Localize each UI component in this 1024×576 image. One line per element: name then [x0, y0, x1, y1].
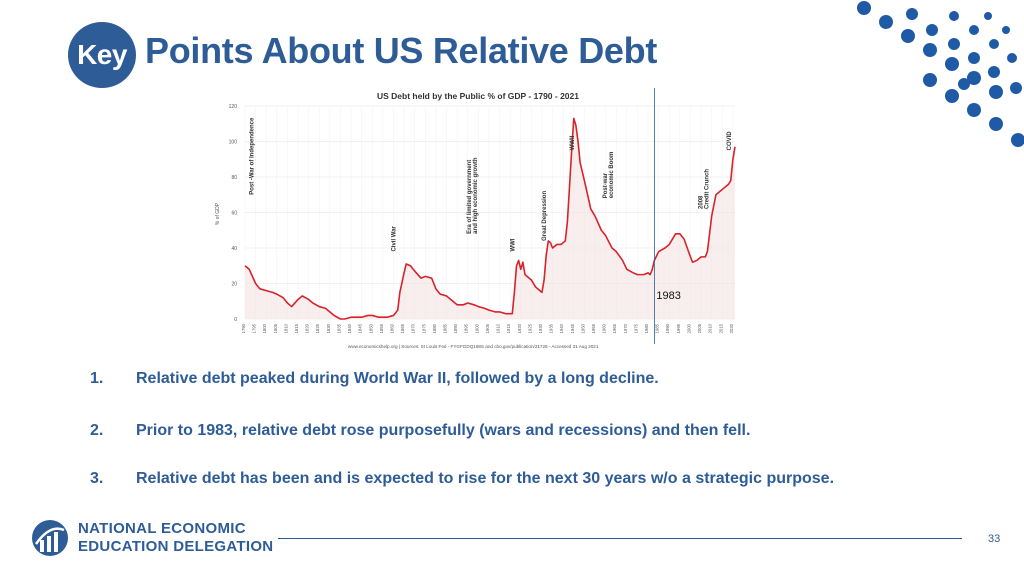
point-1-number: 1.: [90, 370, 104, 387]
series-line: [244, 117, 736, 320]
annotation-label: Great Depression: [542, 191, 548, 241]
x-tick-label: 2005: [697, 323, 702, 333]
logo-line-2: EDUCATION DELEGATION: [78, 538, 274, 555]
decorative-dots: [857, 1, 1024, 147]
annotation-label: WWII: [570, 135, 576, 150]
logo-line-1: NATIONAL ECONOMIC: [78, 520, 246, 537]
key-badge: Key: [68, 22, 136, 88]
y-tick-label: 60: [231, 211, 237, 217]
x-tick-label: 1860: [389, 323, 394, 333]
x-tick-label: 1875: [421, 323, 426, 333]
footer-divider: [278, 538, 962, 539]
annotation-label: WWI: [510, 238, 516, 251]
x-tick-label: 1975: [633, 323, 638, 333]
x-tick-label: 1825: [315, 323, 320, 333]
x-tick-label: 1905: [485, 323, 490, 333]
x-tick-label: 1940: [559, 323, 564, 333]
x-tick-label: 1985: [655, 323, 660, 333]
annotation-label: Era of limited government: [467, 160, 473, 234]
x-tick-label: 1925: [527, 323, 532, 333]
chart-source: www.economicshelp.org | Sources: St Loui…: [348, 344, 599, 349]
x-tick-label: 1895: [464, 323, 469, 333]
annotation-label: Credit Crunch: [704, 169, 710, 209]
x-tick-label: 1850: [368, 323, 373, 333]
x-tick-label: 1930: [538, 323, 543, 333]
x-tick-label: 2015: [718, 323, 723, 333]
x-tick-label: 1880: [432, 323, 437, 333]
slide-title: Points About US Relative Debt: [145, 30, 658, 71]
annotation-label: Civil War: [392, 225, 398, 251]
x-tick-label: 1960: [602, 323, 607, 333]
x-tick-label: 1820: [305, 323, 310, 333]
annotation-label: economic Boom: [609, 152, 615, 199]
x-tick-label: 1790: [241, 323, 246, 333]
x-tick-label: 1970: [623, 323, 628, 333]
x-tick-label: 1845: [358, 323, 363, 333]
x-tick-label: 1890: [453, 323, 458, 333]
debt-chart-svg: US Debt held by the Public % of GDP - 17…: [215, 88, 736, 349]
debt-chart: US Debt held by the Public % of GDP - 17…: [213, 86, 743, 354]
x-tick-label: 1935: [549, 323, 554, 333]
x-tick-label: 1900: [474, 323, 479, 333]
x-tick-label: 1950: [580, 323, 585, 333]
series-area: [245, 118, 735, 320]
y-tick-label: 80: [231, 175, 237, 181]
y-tick-label: 40: [231, 246, 237, 252]
globe-icon: [32, 520, 68, 556]
x-tick-label: 1990: [665, 323, 670, 333]
x-tick-label: 1955: [591, 323, 596, 333]
y-axis-label: % of GDP: [215, 202, 221, 225]
x-tick-label: 1910: [496, 323, 501, 333]
point-1-text: Relative debt peaked during World War II…: [136, 370, 659, 387]
point-2-number: 2.: [90, 422, 104, 439]
x-tick-label: 1835: [336, 323, 341, 333]
x-tick-label: 1920: [517, 323, 522, 333]
marker-1983-label: 1983: [656, 290, 680, 302]
point-3-number: 3.: [90, 470, 104, 487]
y-tick-label: 0: [234, 317, 237, 323]
x-tick-label: 1855: [379, 323, 384, 333]
page-number: 33: [988, 533, 1001, 545]
x-tick-label: 1840: [347, 323, 352, 333]
x-tick-label: 1815: [294, 323, 299, 333]
x-tick-label: 1795: [252, 323, 257, 333]
x-tick-label: 1805: [273, 323, 278, 333]
x-tick-label: 1870: [411, 323, 416, 333]
y-tick-label: 120: [229, 104, 238, 110]
annotation-label: 2008: [698, 195, 704, 209]
y-tick-label: 20: [231, 282, 237, 288]
x-tick-label: 1830: [326, 323, 331, 333]
annotation-label: Post -War of Independence: [250, 117, 256, 195]
annotation-label: COVID: [727, 131, 733, 151]
x-tick-label: 2020: [729, 323, 734, 333]
chart-title: US Debt held by the Public % of GDP - 17…: [377, 91, 579, 101]
x-tick-label: 1865: [400, 323, 405, 333]
x-tick-label: 1885: [443, 323, 448, 333]
y-tick-label: 100: [229, 140, 238, 146]
point-3-text: Relative debt has been and is expected t…: [136, 470, 835, 487]
x-tick-label: 2000: [686, 323, 691, 333]
x-tick-label: 1980: [644, 323, 649, 333]
point-2-text: Prior to 1983, relative debt rose purpos…: [136, 422, 751, 439]
x-tick-label: 1810: [283, 323, 288, 333]
x-tick-label: 1965: [612, 323, 617, 333]
logo-text: NATIONAL ECONOMIC EDUCATION DELEGATION: [78, 520, 273, 556]
x-tick-label: 1995: [676, 323, 681, 333]
annotation-label: and high economic growth: [473, 157, 479, 234]
annotation-label: Post-war: [603, 172, 609, 198]
x-tick-label: 1915: [506, 323, 511, 333]
x-tick-label: 1945: [570, 323, 575, 333]
x-tick-label: 2010: [708, 323, 713, 333]
x-tick-label: 1800: [262, 323, 267, 333]
need-logo: NATIONAL ECONOMIC EDUCATION DELEGATION: [30, 518, 273, 560]
